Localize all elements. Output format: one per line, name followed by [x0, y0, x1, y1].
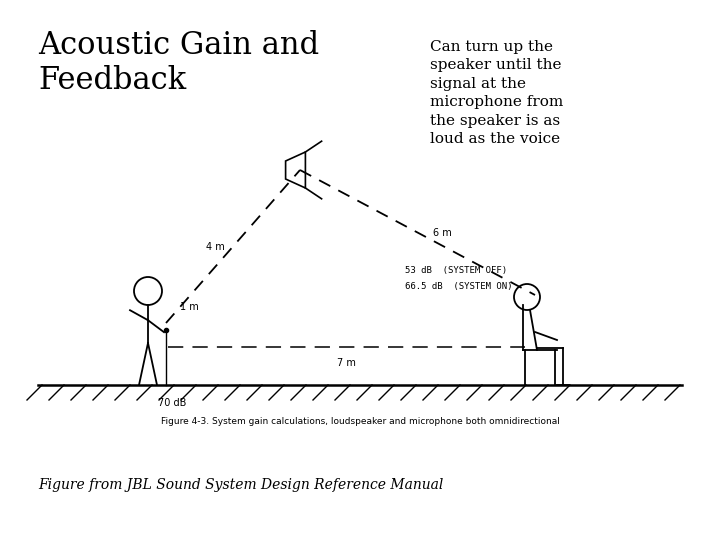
Text: Figure 4-3. System gain calculations, loudspeaker and microphone both omnidirect: Figure 4-3. System gain calculations, lo… [161, 417, 559, 427]
Text: 66.5 dB  (SYSTEM ON): 66.5 dB (SYSTEM ON) [405, 282, 513, 292]
Text: 7 m: 7 m [337, 358, 356, 368]
Text: 4 m: 4 m [206, 241, 225, 252]
Text: 1 m: 1 m [180, 302, 199, 312]
Text: 53 dB  (SYSTEM OFF): 53 dB (SYSTEM OFF) [405, 266, 507, 274]
Text: Figure from JBL Sound System Design Reference Manual: Figure from JBL Sound System Design Refe… [38, 478, 444, 492]
Text: Acoustic Gain and
Feedback: Acoustic Gain and Feedback [38, 30, 319, 96]
Text: Can turn up the
speaker until the
signal at the
microphone from
the speaker is a: Can turn up the speaker until the signal… [430, 40, 563, 146]
Text: 6 m: 6 m [433, 227, 452, 238]
Text: 70 dB: 70 dB [158, 398, 186, 408]
